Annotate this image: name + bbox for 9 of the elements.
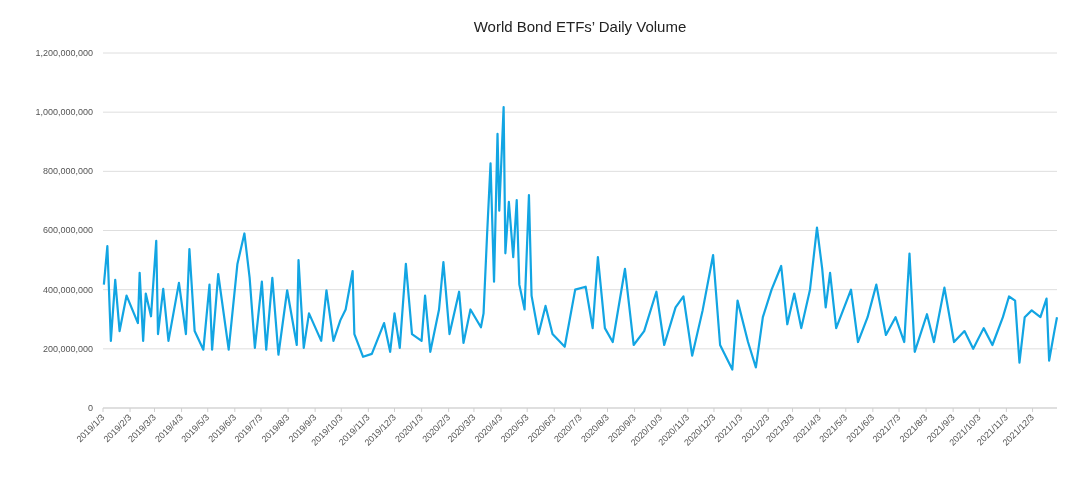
- y-tick-label: 600,000,000: [42, 225, 93, 236]
- y-tick-label: 0: [87, 402, 93, 413]
- y-tick-label: 200,000,000: [42, 343, 93, 354]
- line-series: [102, 106, 1059, 371]
- y-tick-label: 1,200,000,000: [35, 47, 93, 58]
- chart-title: World Bond ETFs’ Daily Volume: [473, 18, 687, 35]
- y-tick-label: 400,000,000: [42, 284, 93, 295]
- y-tick-label: 1,000,000,000: [35, 107, 93, 118]
- y-tick-label: 800,000,000: [42, 166, 93, 177]
